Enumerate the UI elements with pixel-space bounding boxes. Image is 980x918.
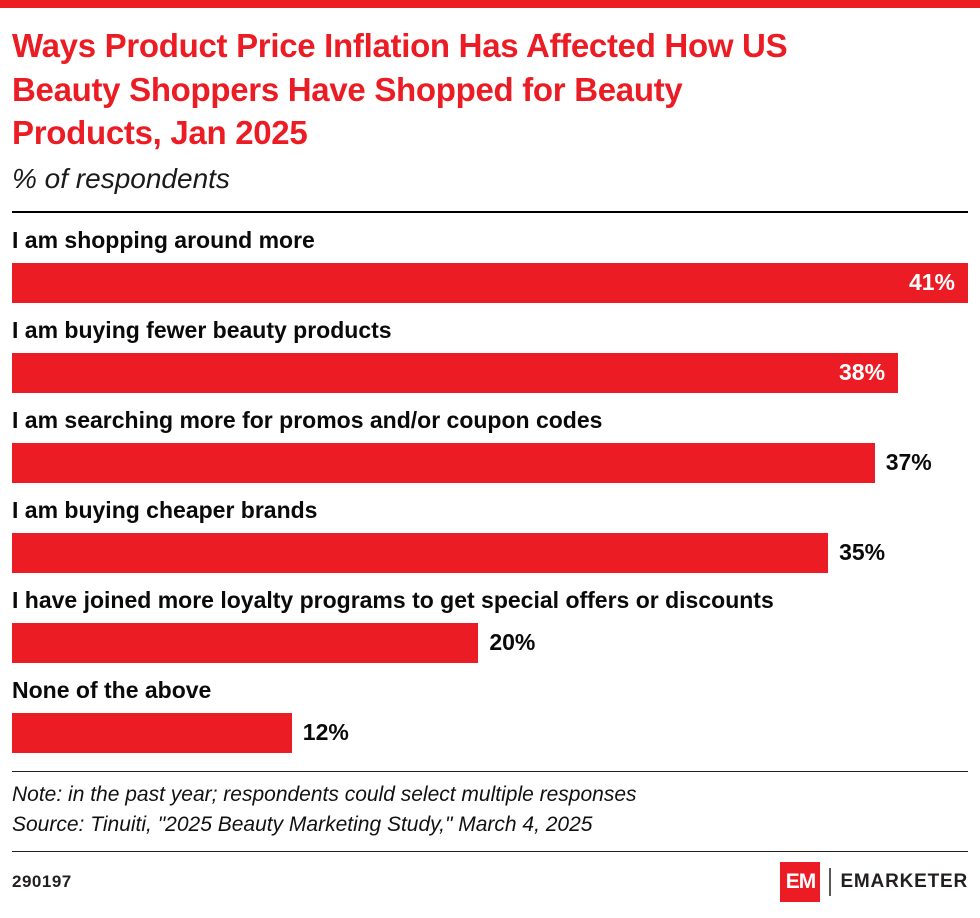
category-label: I am buying cheaper brands	[12, 496, 318, 523]
chart-title-line-1: Ways Product Price Inflation Has Affecte…	[12, 27, 788, 64]
value-label: 12%	[302, 719, 349, 746]
value-label: 41%	[908, 269, 955, 296]
bar-row: I have joined more loyalty programs to g…	[12, 587, 968, 663]
chart-title-line-2: Beauty Shoppers Have Shopped for Beauty	[12, 70, 683, 108]
bar-track: 37%	[12, 442, 968, 483]
bar-track: 20%	[12, 622, 968, 663]
bar-track: 12%	[12, 712, 968, 753]
logo-separator	[829, 867, 832, 896]
value-bar	[12, 712, 292, 753]
footer: 290197 EM EMARKETER	[12, 852, 968, 916]
bar-row: I am searching more for promos and/or co…	[12, 407, 968, 483]
chart-title: Ways Product Price Inflation Has Affecte…	[12, 24, 968, 155]
chart-source: Source: Tinuiti, "2025 Beauty Marketing …	[12, 813, 593, 837]
bar-row: I am shopping around more 41%	[12, 227, 968, 303]
bar-row: I am buying cheaper brands 35%	[12, 497, 968, 573]
bar-chart: I am shopping around more 41% I am buying …	[12, 227, 968, 753]
value-label: 20%	[489, 629, 536, 656]
bar-track: 35%	[12, 532, 968, 573]
top-accent-bar	[0, 0, 980, 8]
value-bar	[12, 622, 479, 663]
bar-track: 38%	[12, 352, 968, 393]
category-label: I am shopping around more	[12, 226, 315, 253]
value-bar: 41%	[12, 262, 968, 303]
title-divider	[12, 210, 968, 213]
chart-subtitle: % of respondents	[12, 162, 230, 194]
footer-divider	[12, 850, 968, 852]
chart-note: Note: in the past year; respondents coul…	[12, 782, 637, 806]
value-bar: 38%	[12, 352, 899, 393]
value-label: 37%	[885, 449, 932, 476]
chart-id: 290197	[12, 871, 72, 891]
value-label: 35%	[839, 539, 886, 566]
category-label: None of the above	[12, 676, 212, 703]
bar-track: 41%	[12, 262, 968, 303]
category-label: I am buying fewer beauty products	[12, 316, 392, 343]
bar-row: None of the above 12%	[12, 677, 968, 753]
emarketer-logo: EM EMARKETER	[780, 861, 968, 902]
category-label: I have joined more loyalty programs to g…	[12, 586, 774, 613]
emarketer-wordmark: EMARKETER	[840, 870, 968, 892]
value-bar	[12, 532, 829, 573]
note-divider	[12, 770, 968, 772]
category-label: I am searching more for promos and/or co…	[12, 406, 603, 433]
value-bar	[12, 442, 875, 483]
value-label: 38%	[839, 359, 886, 386]
chart-title-line-3: Products, Jan 2025	[12, 114, 308, 152]
emarketer-logo-mark-icon: EM	[780, 861, 821, 902]
bar-row: I am buying fewer beauty products 38%	[12, 317, 968, 393]
